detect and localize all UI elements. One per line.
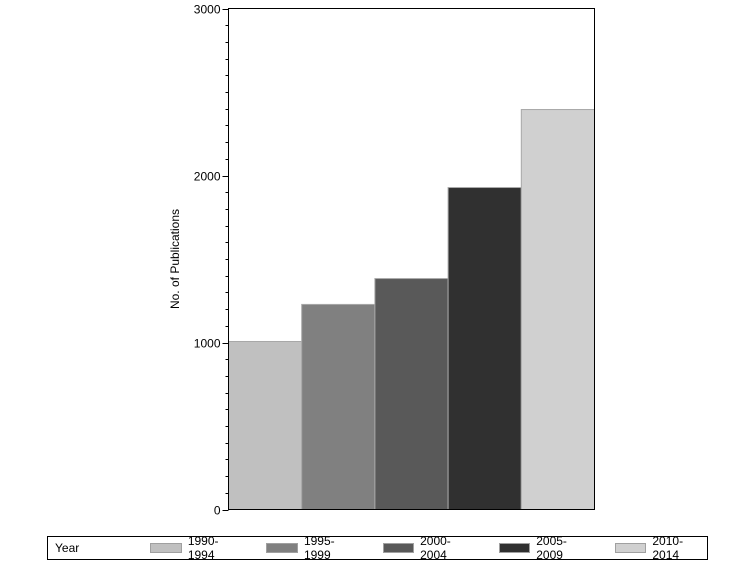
legend-item-2000-2004: 2000-2004 (382, 534, 475, 562)
bar-2000-2004 (374, 278, 449, 510)
legend-swatch (382, 543, 415, 553)
bar-1995-1999 (301, 303, 376, 511)
bar-2010-2014 (520, 109, 595, 510)
bar-1990-1994 (228, 340, 303, 510)
legend-swatch (498, 543, 531, 553)
plot-frame (228, 8, 595, 510)
legend-swatch (150, 543, 182, 553)
legend-title: Year (55, 541, 80, 555)
legend-label: 1995-1999 (303, 534, 335, 562)
legend-swatch (266, 543, 298, 553)
legend-item-2005-2009: 2005-2009 (498, 534, 591, 562)
legend: Year 1990-1994 1995-1999 2000-2004 2005-200… (47, 534, 708, 562)
legend-label: 1990-1994 (187, 534, 219, 562)
legend-item-1990-1994: 1990-1994 (150, 534, 242, 562)
legend-item-1995-1999: 1995-1999 (266, 534, 358, 562)
bars-group (228, 109, 595, 511)
y-tick-label: 1000 (194, 337, 221, 351)
legend-item-2010-2014: 2010-2014 (614, 534, 707, 562)
bar-2005-2009 (447, 187, 522, 511)
legend-items: 1990-1994 1995-1999 2000-2004 2005-2009 2010… (103, 534, 707, 562)
legend-label: 2010-2014 (652, 534, 684, 562)
y-axis-label: No. of Publications (168, 209, 182, 309)
y-tick-label: 2000 (194, 170, 221, 184)
legend-swatch (614, 543, 647, 553)
legend-label: 2005-2009 (536, 534, 567, 562)
legend-label: 2000-2004 (420, 534, 451, 562)
y-tick-label: 0 (214, 504, 221, 518)
y-axis: 0 1000 2000 3000 (194, 3, 229, 518)
y-tick-label: 3000 (194, 3, 221, 17)
